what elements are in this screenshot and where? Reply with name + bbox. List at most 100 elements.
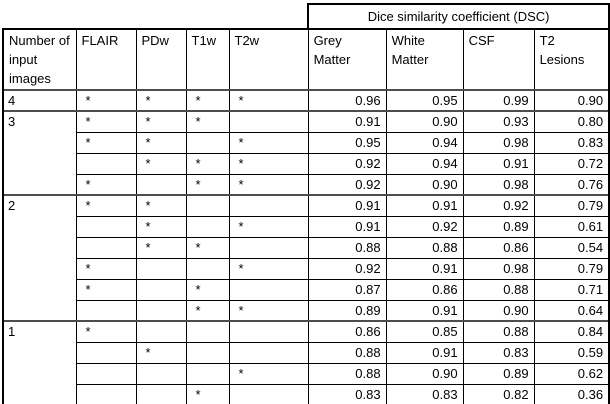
dsc-value-cell: 0.80 (533, 110, 610, 133)
dsc-value-cell: 0.91 (385, 341, 464, 364)
modality-mark-cell (185, 194, 230, 217)
modality-mark-cell (75, 236, 137, 259)
modality-mark-cell: * (228, 362, 309, 385)
column-header-row: Number of input images FLAIR PDw T1w T2w… (2, 28, 610, 91)
table-row: 4 * * * * 0.96 0.95 0.99 0.90 (2, 89, 610, 112)
dsc-value-cell: 0.91 (462, 152, 535, 175)
dsc-value-cell: 0.87 (307, 278, 387, 301)
table-row: * * 0.91 0.92 0.89 0.61 (3, 215, 610, 238)
modality-mark-cell: * (75, 131, 137, 154)
modality-mark-cell: * (185, 173, 230, 196)
col-header-grey-matter: Grey Matter (307, 28, 387, 91)
modality-mark-cell (135, 257, 187, 280)
table-row: * * 0.92 0.91 0.98 0.79 (3, 257, 610, 280)
dsc-value-cell: 0.36 (533, 383, 610, 404)
modality-mark-cell (135, 299, 187, 322)
dsc-value-cell: 0.94 (385, 152, 464, 175)
col-header-number-of-input-images: Number of input images (2, 28, 77, 91)
dsc-value-cell: 0.93 (462, 110, 535, 133)
table-row: * * * 0.92 0.94 0.91 0.72 (3, 152, 610, 175)
dsc-value-cell: 0.54 (533, 236, 610, 259)
modality-mark-cell (185, 131, 230, 154)
modality-mark-cell (75, 362, 137, 385)
dsc-value-cell: 0.90 (385, 173, 464, 196)
dsc-value-cell: 0.85 (385, 320, 464, 343)
modality-mark-cell: * (228, 131, 309, 154)
table-row: * * * 0.92 0.90 0.98 0.76 (3, 173, 610, 196)
modality-mark-cell (75, 383, 137, 404)
dsc-value-cell: 0.88 (385, 236, 464, 259)
dsc-value-cell: 0.61 (533, 215, 610, 238)
modality-mark-cell (185, 320, 230, 343)
modality-mark-cell (228, 320, 309, 343)
modality-mark-cell: * (185, 152, 230, 175)
dsc-value-cell: 0.71 (533, 278, 610, 301)
modality-mark-cell (135, 320, 187, 343)
modality-mark-cell: * (135, 236, 187, 259)
top-left-spacer (3, 4, 309, 29)
dsc-value-cell: 0.91 (385, 257, 464, 280)
dsc-value-cell: 0.86 (385, 278, 464, 301)
table-row: * 0.88 0.91 0.83 0.59 (3, 341, 610, 364)
table-row: * 0.88 0.90 0.89 0.62 (3, 362, 610, 385)
dsc-value-cell: 0.92 (307, 257, 387, 280)
dsc-value-cell: 0.98 (462, 173, 535, 196)
dsc-value-cell: 0.62 (533, 362, 610, 385)
modality-mark-cell: * (185, 89, 230, 112)
table-body: 4 * * * * 0.96 0.95 0.99 0.90 3 * * * 0.91 0.90 0.93 0.8… (2, 89, 610, 404)
modality-mark-cell: * (228, 89, 309, 112)
table-row: * * 0.89 0.91 0.90 0.64 (3, 299, 610, 322)
modality-mark-cell: * (228, 215, 309, 238)
dsc-value-cell: 0.92 (462, 194, 535, 217)
modality-mark-cell: * (75, 320, 137, 343)
dsc-value-cell: 0.92 (307, 152, 387, 175)
dsc-title: Dice similarity coefficient (DSC) (307, 3, 610, 30)
dsc-value-cell: 0.98 (462, 257, 535, 280)
modality-mark-cell (185, 341, 230, 364)
modality-mark-cell (75, 341, 137, 364)
modality-mark-cell: * (135, 110, 187, 133)
dsc-value-cell: 0.91 (385, 194, 464, 217)
modality-mark-cell: * (75, 278, 137, 301)
modality-mark-cell: * (228, 173, 309, 196)
modality-mark-cell: * (185, 236, 230, 259)
row-group-label: 4 (2, 89, 77, 112)
dsc-value-cell: 0.86 (307, 320, 387, 343)
dsc-value-cell: 0.91 (307, 110, 387, 133)
dsc-value-cell: 0.89 (462, 215, 535, 238)
dsc-value-cell: 0.90 (385, 110, 464, 133)
dsc-value-cell: 0.64 (533, 299, 610, 322)
modality-mark-cell (135, 173, 187, 196)
modality-mark-cell (185, 362, 230, 385)
col-header-t1w: T1w (185, 28, 230, 91)
dsc-value-cell: 0.94 (385, 131, 464, 154)
modality-mark-cell (228, 341, 309, 364)
dsc-value-cell: 0.83 (385, 383, 464, 404)
col-header-white-matter: White Matter (385, 28, 464, 91)
dsc-value-cell: 0.88 (462, 320, 535, 343)
dsc-value-cell: 0.82 (462, 383, 535, 404)
row-group-label: 2 (2, 194, 77, 322)
table-row: * * 0.87 0.86 0.88 0.71 (3, 278, 610, 301)
col-header-t2-lesions: T2 Lesions (533, 28, 610, 91)
modality-mark-cell: * (228, 299, 309, 322)
modality-mark-cell: * (228, 152, 309, 175)
table-row: * * * 0.95 0.94 0.98 0.83 (3, 131, 610, 154)
modality-mark-cell (185, 257, 230, 280)
dsc-value-cell: 0.98 (462, 131, 535, 154)
modality-mark-cell: * (135, 215, 187, 238)
row-group-label: 3 (2, 110, 77, 196)
dsc-value-cell: 0.91 (307, 194, 387, 217)
modality-mark-cell (228, 194, 309, 217)
modality-mark-cell: * (75, 194, 137, 217)
modality-mark-cell: * (228, 257, 309, 280)
modality-mark-cell (228, 110, 309, 133)
modality-mark-cell (135, 278, 187, 301)
modality-mark-cell (228, 278, 309, 301)
dsc-value-cell: 0.95 (385, 89, 464, 112)
modality-mark-cell: * (135, 152, 187, 175)
modality-mark-cell (185, 215, 230, 238)
modality-mark-cell: * (185, 299, 230, 322)
col-header-t2w: T2w (228, 28, 309, 91)
modality-mark-cell: * (185, 110, 230, 133)
